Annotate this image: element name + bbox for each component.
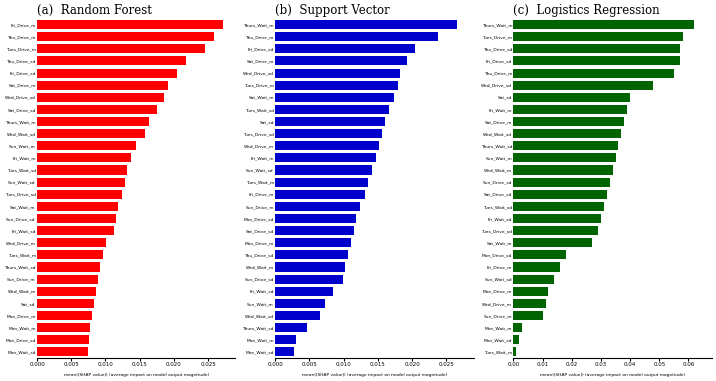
Bar (513, 81, 654, 90)
Bar (513, 56, 679, 66)
Bar (275, 105, 389, 114)
Bar (37, 238, 106, 247)
Bar (513, 117, 624, 126)
Bar (275, 214, 356, 223)
Bar (37, 56, 186, 66)
Bar (513, 299, 546, 308)
Bar (37, 202, 118, 211)
Bar (37, 323, 90, 332)
X-axis label: mean(|SHAP value|) (average impact on model output magnitude): mean(|SHAP value|) (average impact on mo… (302, 373, 447, 377)
Bar (37, 263, 100, 272)
Bar (275, 335, 296, 344)
Bar (275, 20, 457, 29)
Bar (37, 105, 157, 114)
Bar (275, 69, 400, 78)
Bar (37, 226, 114, 235)
Bar (513, 178, 610, 187)
Bar (513, 129, 621, 138)
Bar (37, 154, 132, 162)
Bar (275, 299, 325, 308)
Bar (513, 190, 607, 199)
Bar (37, 287, 96, 296)
Bar (513, 238, 592, 247)
Text: (a)  Random Forest: (a) Random Forest (37, 4, 152, 17)
Bar (513, 275, 554, 284)
Bar (275, 117, 385, 126)
Bar (275, 287, 333, 296)
Bar (275, 202, 360, 211)
Bar (37, 299, 94, 308)
Text: (b)  Support Vector: (b) Support Vector (275, 4, 390, 17)
Bar (275, 165, 372, 174)
Bar (37, 165, 127, 174)
Bar (37, 335, 89, 344)
Bar (37, 20, 223, 29)
X-axis label: mean(|SHAP value|) (average impact on model output magnitude): mean(|SHAP value|) (average impact on mo… (64, 373, 209, 377)
Bar (513, 226, 598, 235)
Bar (275, 44, 415, 53)
Bar (513, 154, 616, 162)
Bar (275, 250, 348, 259)
Bar (513, 311, 543, 320)
Bar (37, 129, 145, 138)
Bar (513, 20, 695, 29)
Bar (513, 335, 519, 344)
Bar (275, 190, 365, 199)
Bar (275, 32, 438, 41)
Bar (513, 202, 604, 211)
Bar (275, 141, 379, 150)
Bar (513, 323, 522, 332)
Text: (c)  Logistics Regression: (c) Logistics Regression (513, 4, 660, 17)
Bar (275, 311, 320, 320)
Bar (37, 81, 168, 90)
Bar (275, 238, 351, 247)
Bar (513, 263, 560, 272)
Bar (513, 141, 619, 150)
Bar (513, 287, 548, 296)
Bar (37, 214, 116, 223)
Bar (513, 93, 630, 102)
Bar (37, 250, 102, 259)
Bar (513, 32, 682, 41)
Bar (37, 311, 92, 320)
Bar (37, 178, 125, 187)
X-axis label: mean(|SHAP value|) (average impact on model output magnitude): mean(|SHAP value|) (average impact on mo… (540, 373, 685, 377)
Bar (513, 105, 627, 114)
Bar (513, 44, 679, 53)
Bar (513, 250, 566, 259)
Bar (37, 347, 87, 357)
Bar (37, 93, 163, 102)
Bar (37, 141, 136, 150)
Bar (37, 117, 148, 126)
Bar (275, 323, 306, 332)
Bar (275, 56, 407, 66)
Bar (275, 81, 397, 90)
Bar (275, 129, 382, 138)
Bar (513, 69, 674, 78)
Bar (513, 165, 613, 174)
Bar (37, 275, 98, 284)
Bar (37, 32, 213, 41)
Bar (275, 93, 394, 102)
Bar (37, 44, 205, 53)
Bar (513, 347, 516, 357)
Bar (513, 214, 601, 223)
Bar (275, 275, 343, 284)
Bar (275, 347, 294, 357)
Bar (37, 190, 122, 199)
Bar (275, 178, 367, 187)
Bar (37, 69, 178, 78)
Bar (275, 263, 345, 272)
Bar (275, 154, 376, 162)
Bar (275, 226, 354, 235)
